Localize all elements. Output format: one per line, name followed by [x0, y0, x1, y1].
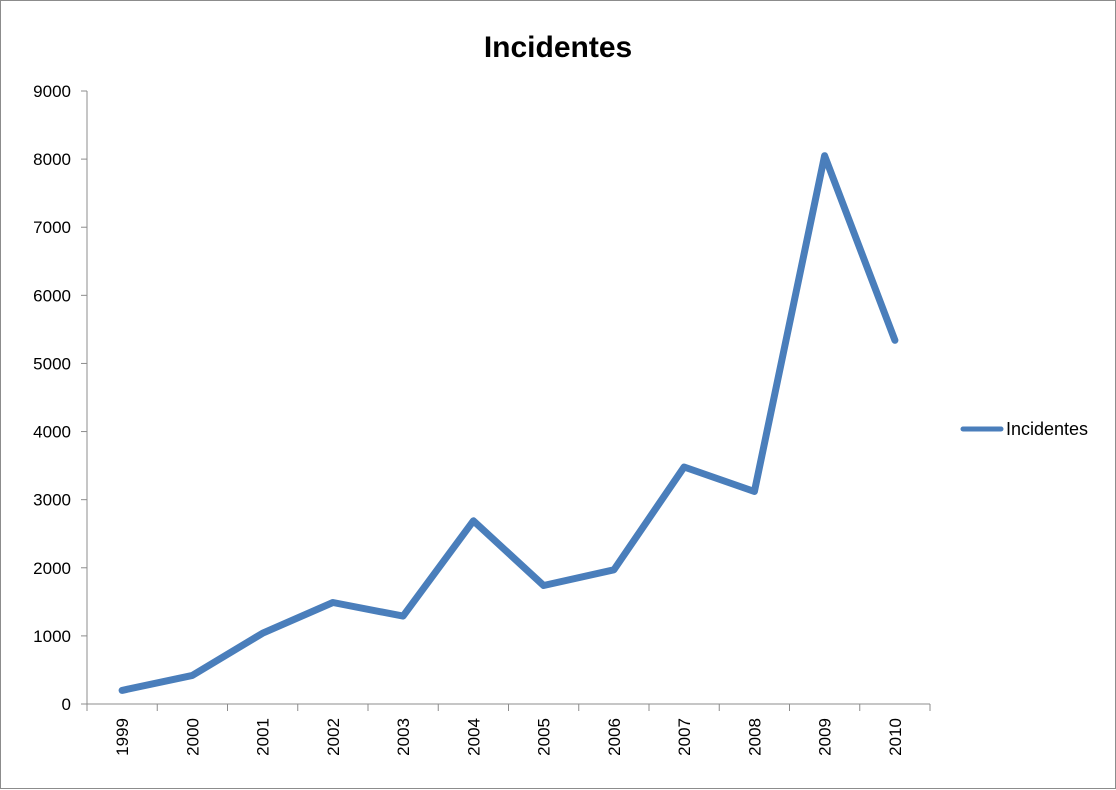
chart-title: Incidentes — [484, 31, 632, 64]
data-point — [543, 584, 545, 586]
x-tick-label: 1999 — [113, 718, 132, 756]
data-point — [121, 689, 123, 691]
series-layer — [118, 152, 899, 694]
y-tick-label: 0 — [62, 695, 71, 714]
data-point — [683, 466, 685, 468]
y-tick-label: 5000 — [33, 354, 71, 373]
legend: Incidentes — [960, 419, 1088, 439]
x-tick-label: 2010 — [886, 718, 905, 756]
x-tick-label: 2004 — [464, 718, 483, 756]
y-tick-label: 1000 — [33, 627, 71, 646]
data-point — [402, 615, 404, 617]
x-tick-label: 2008 — [745, 718, 764, 756]
series-line-0 — [118, 152, 899, 694]
y-tick-label: 7000 — [33, 218, 71, 237]
y-tick-label: 8000 — [33, 150, 71, 169]
x-tick-label: 2000 — [183, 718, 202, 756]
legend-label: Incidentes — [1006, 419, 1088, 439]
data-point — [262, 632, 264, 634]
x-tick-label: 2005 — [535, 718, 554, 756]
data-point — [613, 569, 615, 571]
x-tick-label: 2001 — [254, 718, 273, 756]
x-tick-label: 2009 — [816, 718, 835, 756]
x-axis: 1999 2000 2001 2002 2003 2004 2005 2006 2007 2008… — [86, 703, 931, 756]
x-tick-label: 2002 — [324, 718, 343, 756]
y-tick-label: 2000 — [33, 559, 71, 578]
y-axis: 0 1000 2000 3000 4000 5000 6000 7000 8000 9000 — [33, 82, 88, 714]
data-point — [472, 520, 474, 522]
data-point — [753, 490, 755, 492]
data-point — [332, 602, 334, 604]
x-tick-label: 2003 — [394, 718, 413, 756]
data-point — [824, 155, 826, 157]
data-point — [191, 674, 193, 676]
x-tick-label: 2007 — [675, 718, 694, 756]
y-tick-label: 6000 — [33, 286, 71, 305]
y-tick-label: 3000 — [33, 491, 71, 510]
y-tick-label: 9000 — [33, 82, 71, 101]
data-point — [894, 339, 896, 341]
x-tick-label: 2006 — [605, 718, 624, 756]
y-tick-label: 4000 — [33, 423, 71, 442]
